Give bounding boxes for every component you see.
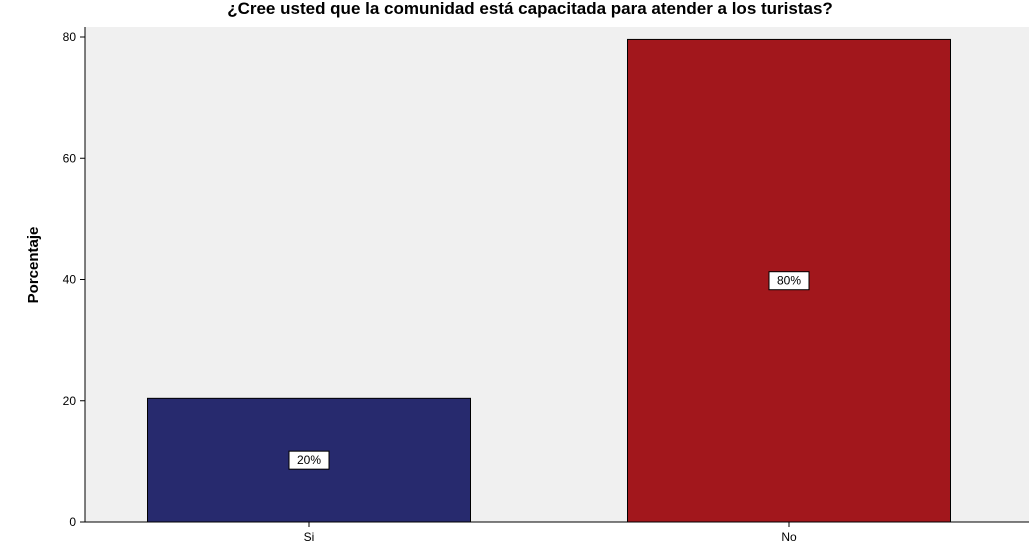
y-tick-label: 80	[63, 30, 77, 44]
x-axis: Si No	[85, 521, 1029, 544]
data-label-box	[288, 450, 330, 470]
y-axis: 0 20 40 60 80	[63, 27, 86, 529]
x-tick-label: No	[781, 530, 797, 544]
y-axis-label: Porcentaje	[25, 227, 42, 304]
bars: 20% 80%	[147, 38, 951, 523]
y-tick-label: 0	[69, 515, 76, 529]
x-tick-label: Si	[304, 530, 315, 544]
y-tick-label: 40	[63, 273, 77, 287]
y-tick-label: 60	[63, 151, 77, 165]
y-tick-label: 20	[63, 394, 77, 408]
data-label-box	[768, 271, 810, 291]
data-label: 80%	[777, 274, 801, 288]
chart-title: ¿Cree usted que la comunidad está capaci…	[227, 0, 833, 18]
data-label: 20%	[297, 453, 321, 467]
